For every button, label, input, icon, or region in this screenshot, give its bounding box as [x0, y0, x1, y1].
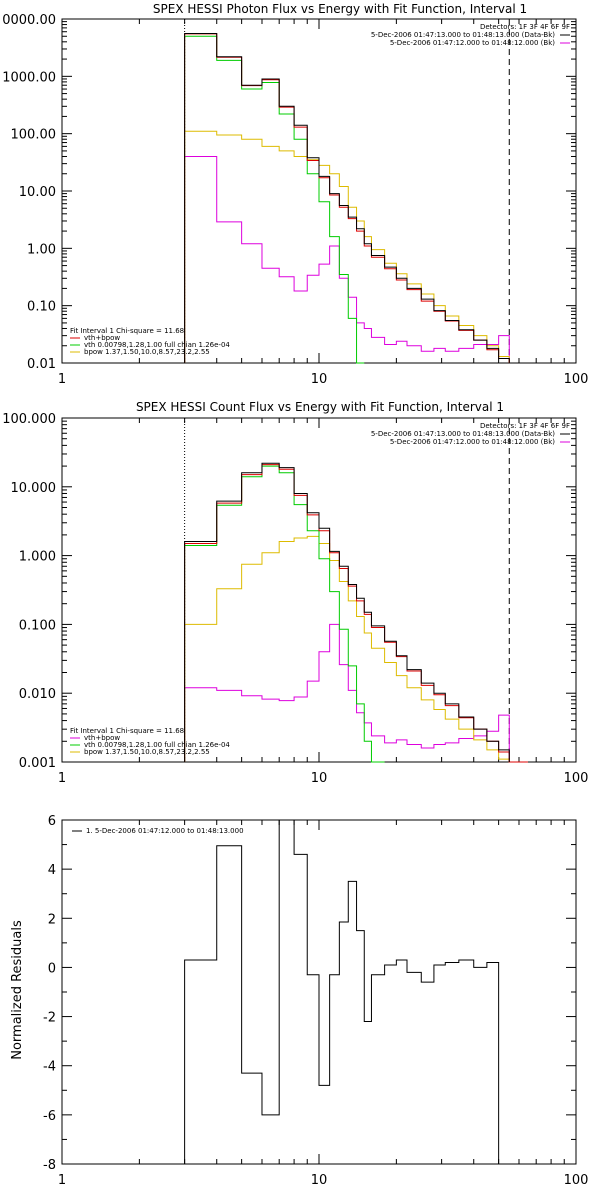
x-tick-label: 1: [58, 771, 66, 786]
x-tick-label: 100: [564, 1173, 589, 1188]
photon-legend-bpow: bpow 1.37,1.50,10.0,8.57,23.2,2.55: [84, 348, 210, 356]
series-bk: [184, 155, 510, 363]
count-flux-title: SPEX HESSI Count Flux vs Energy with Fit…: [136, 400, 504, 414]
x-tick-label: 10: [311, 1173, 328, 1188]
residuals-marks: [184, 819, 510, 1165]
y-tick-label: 100.000: [2, 412, 56, 427]
y-tick-label: 1.00: [27, 242, 56, 257]
residuals-y-label: Normalized Residuals: [10, 920, 25, 1060]
y-tick-label: 0.01: [27, 357, 56, 372]
count-flux-legend-bottom-left: Fit Interval 1 Chi-square = 11.68 vth+bp…: [70, 727, 230, 756]
y-tick-label: 1.000: [19, 550, 56, 565]
count-flux-y-ticks: 0.001 0.010 0.100 1.000 10.000 100.000: [2, 412, 576, 771]
x-tick-label: 1: [58, 1173, 66, 1188]
x-tick-label: 10: [311, 372, 328, 387]
count-legend-total: vth+bpow: [84, 734, 120, 742]
series-bpow: [184, 130, 510, 363]
photon-flux-title: SPEX HESSI Photon Flux vs Energy with Fi…: [153, 2, 527, 16]
y-tick-label: 6: [48, 814, 56, 829]
photon-legend-detectors: Detectors: 1F 3F 4F 6F 9F: [480, 23, 570, 31]
y-tick-label: -2: [43, 1011, 56, 1026]
residuals-legend: 1. 5-Dec-2006 01:47:12.000 to 01:48:13.0…: [86, 827, 244, 835]
photon-legend-fit-interval: Fit Interval 1 Chi-square = 11.68: [70, 327, 184, 335]
residuals-y-ticks: -8 -6 -4 -2 0 2 4 6: [43, 814, 576, 1173]
photon-legend-data-bk: 5-Dec-2006 01:47:13.000 to 01:48:13.000 …: [371, 31, 555, 39]
count-legend-detectors: Detectors: 1F 3F 4F 6F 9F: [480, 422, 570, 430]
series-vth-bpow: [184, 33, 510, 363]
count-flux-x-ticks: 1 10 100: [58, 418, 589, 786]
count-flux-marks: [184, 418, 528, 763]
series-data-bk: [184, 32, 510, 363]
photon-flux-legend-bottom-left: Fit Interval 1 Chi-square = 11.68 vth+bp…: [70, 327, 230, 356]
y-tick-label: 0000.00: [2, 13, 56, 28]
y-tick-label: 4: [48, 863, 56, 878]
y-tick-label: 10.00: [19, 185, 56, 200]
series-vth: [184, 465, 385, 763]
count-legend-fit-interval: Fit Interval 1 Chi-square = 11.68: [70, 727, 184, 735]
series-bpow: [184, 535, 528, 763]
photon-flux-panel: SPEX HESSI Photon Flux vs Energy with Fi…: [2, 2, 588, 387]
count-legend-bk: 5-Dec-2006 01:47:12.000 to 01:48:12.000 …: [390, 438, 555, 446]
y-tick-label: 100.00: [11, 128, 57, 143]
y-tick-label: 10.000: [11, 481, 57, 496]
y-tick-label: 0.010: [19, 687, 56, 702]
photon-flux-legend-top-right: Detectors: 1F 3F 4F 6F 9F 5-Dec-2006 01:…: [371, 23, 570, 47]
y-tick-label: -4: [43, 1060, 56, 1075]
series-1-5-dec-2006-01-47-12-000-to-01-48-13-000: [184, 819, 510, 1165]
x-tick-label: 100: [564, 771, 589, 786]
y-tick-label: -6: [43, 1109, 56, 1124]
y-tick-label: 0.10: [27, 300, 56, 315]
y-tick-label: 0.001: [19, 756, 56, 771]
series-bk: [184, 623, 510, 762]
photon-flux-y-ticks: 0.01 0.10 1.00 10.00 100.00 1000.00 0000.00: [2, 13, 576, 372]
count-flux-panel: SPEX HESSI Count Flux vs Energy with Fit…: [2, 400, 588, 786]
series-vth: [184, 35, 365, 364]
residuals-panel: Normalized Residuals 1 10 100 -8 -6 -4 -2 0 2 4 6…: [10, 814, 588, 1188]
x-tick-label: 1: [58, 372, 66, 387]
y-tick-label: 1000.00: [2, 70, 56, 85]
count-legend-vth: vth 0.00798,1.28,1.00 full chian 1.26e-0…: [84, 741, 230, 749]
count-legend-data-bk: 5-Dec-2006 01:47:13.000 to 01:48:13.000 …: [371, 430, 555, 438]
y-tick-label: 0.100: [19, 618, 56, 633]
x-tick-label: 10: [311, 771, 328, 786]
photon-legend-total: vth+bpow: [84, 334, 120, 342]
photon-legend-bk: 5-Dec-2006 01:47:12.000 to 01:48:12.000 …: [390, 39, 555, 47]
photon-flux-x-ticks: 1 10 100: [58, 19, 589, 387]
count-legend-bpow: bpow 1.37,1.50,10.0,8.57,23.2,2.55: [84, 748, 210, 756]
count-flux-legend-top-right: Detectors: 1F 3F 4F 6F 9F 5-Dec-2006 01:…: [371, 422, 570, 446]
y-tick-label: 2: [48, 912, 56, 927]
series-data-bk: [184, 462, 510, 762]
photon-flux-marks: [184, 19, 510, 364]
count-flux-frame: [61, 417, 577, 763]
y-tick-label: 0: [48, 961, 56, 976]
y-tick-label: -8: [43, 1158, 56, 1173]
photon-legend-vth: vth 0.00798,1.28,1.00 full chian 1.26e-0…: [84, 341, 230, 349]
residuals-x-ticks: 1 10 100: [58, 820, 589, 1188]
x-tick-label: 100: [564, 372, 589, 387]
